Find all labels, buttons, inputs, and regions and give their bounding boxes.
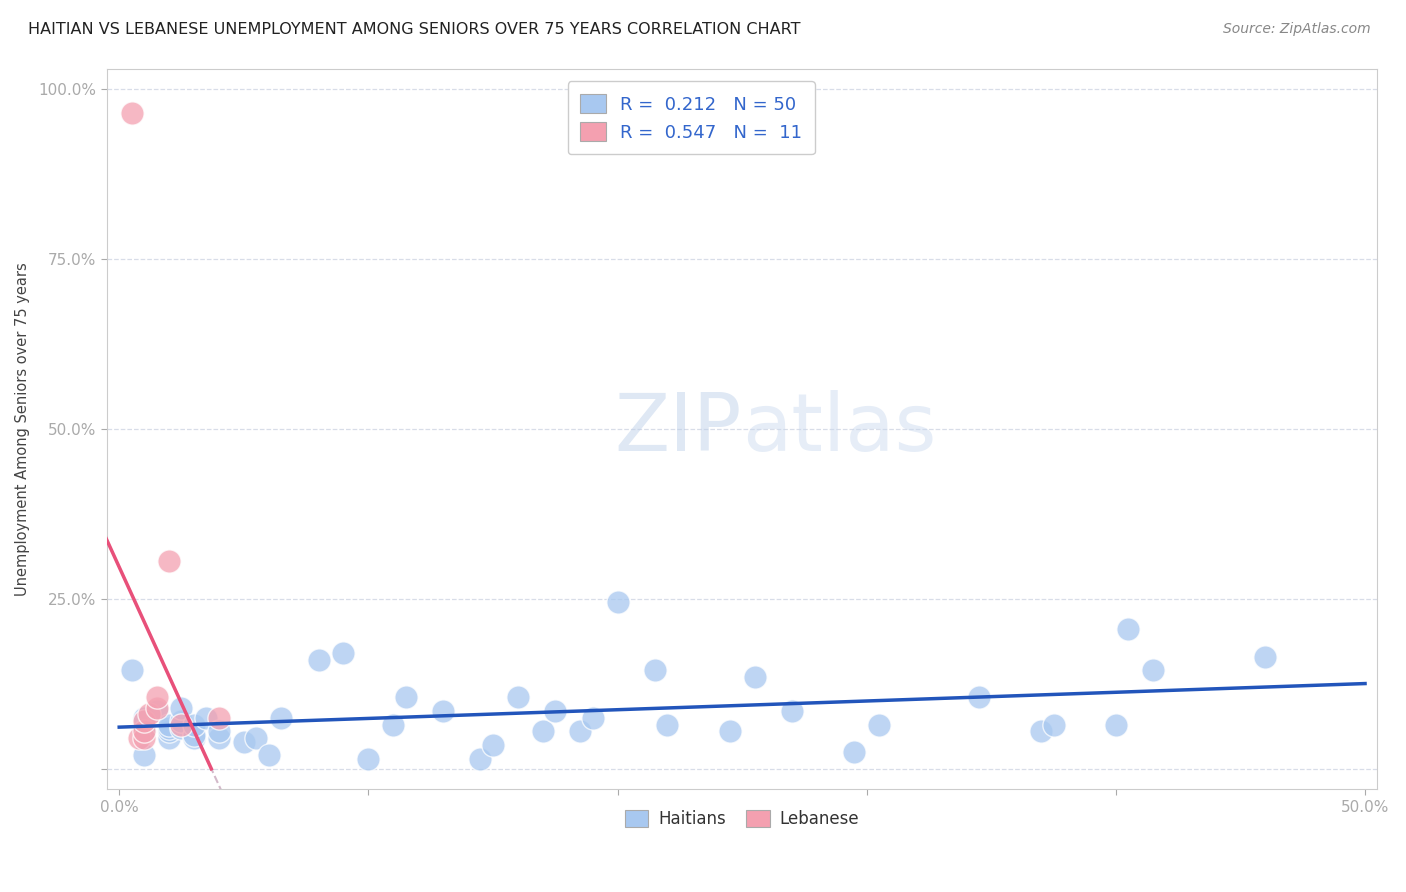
Point	[157, 717, 180, 731]
Point	[1254, 649, 1277, 664]
Point	[145, 700, 167, 714]
Point	[718, 724, 741, 739]
Point	[134, 724, 156, 739]
Point	[1029, 724, 1052, 739]
Point	[482, 738, 505, 752]
Text: ZIP: ZIP	[614, 390, 742, 468]
Point	[332, 646, 354, 660]
Point	[544, 704, 567, 718]
Point	[868, 717, 890, 731]
Point	[157, 724, 180, 739]
Point	[170, 700, 193, 714]
Point	[121, 663, 143, 677]
Point	[170, 721, 193, 735]
Point	[569, 724, 592, 739]
Point	[245, 731, 267, 746]
Point	[270, 711, 292, 725]
Point	[183, 728, 205, 742]
Point	[145, 704, 167, 718]
Legend: Haitians, Lebanese: Haitians, Lebanese	[619, 804, 866, 835]
Point	[134, 731, 156, 746]
Point	[232, 734, 254, 748]
Point	[157, 721, 180, 735]
Point	[208, 731, 231, 746]
Point	[470, 751, 492, 765]
Point	[1042, 717, 1064, 731]
Point	[1105, 717, 1128, 731]
Point	[134, 711, 156, 725]
Point	[744, 670, 766, 684]
Point	[357, 751, 380, 765]
Point	[432, 704, 454, 718]
Point	[170, 717, 193, 731]
Point	[1118, 623, 1140, 637]
Point	[208, 711, 231, 725]
Point	[138, 707, 160, 722]
Point	[183, 731, 205, 746]
Point	[382, 717, 405, 731]
Point	[157, 731, 180, 746]
Point	[195, 711, 218, 725]
Point	[121, 105, 143, 120]
Point	[170, 714, 193, 729]
Point	[780, 704, 803, 718]
Point	[967, 690, 990, 705]
Point	[581, 711, 603, 725]
Y-axis label: Unemployment Among Seniors over 75 years: Unemployment Among Seniors over 75 years	[15, 262, 30, 596]
Point	[134, 724, 156, 739]
Text: Source: ZipAtlas.com: Source: ZipAtlas.com	[1223, 22, 1371, 37]
Point	[145, 690, 167, 705]
Point	[157, 554, 180, 568]
Point	[257, 748, 280, 763]
Point	[644, 663, 666, 677]
Point	[308, 653, 330, 667]
Point	[395, 690, 418, 705]
Point	[1142, 663, 1164, 677]
Point	[844, 745, 866, 759]
Point	[531, 724, 554, 739]
Point	[128, 731, 150, 746]
Point	[506, 690, 529, 705]
Point	[134, 714, 156, 729]
Point	[657, 717, 679, 731]
Text: atlas: atlas	[742, 390, 936, 468]
Point	[208, 724, 231, 739]
Point	[606, 595, 628, 609]
Point	[134, 748, 156, 763]
Text: HAITIAN VS LEBANESE UNEMPLOYMENT AMONG SENIORS OVER 75 YEARS CORRELATION CHART: HAITIAN VS LEBANESE UNEMPLOYMENT AMONG S…	[28, 22, 800, 37]
Point	[183, 717, 205, 731]
